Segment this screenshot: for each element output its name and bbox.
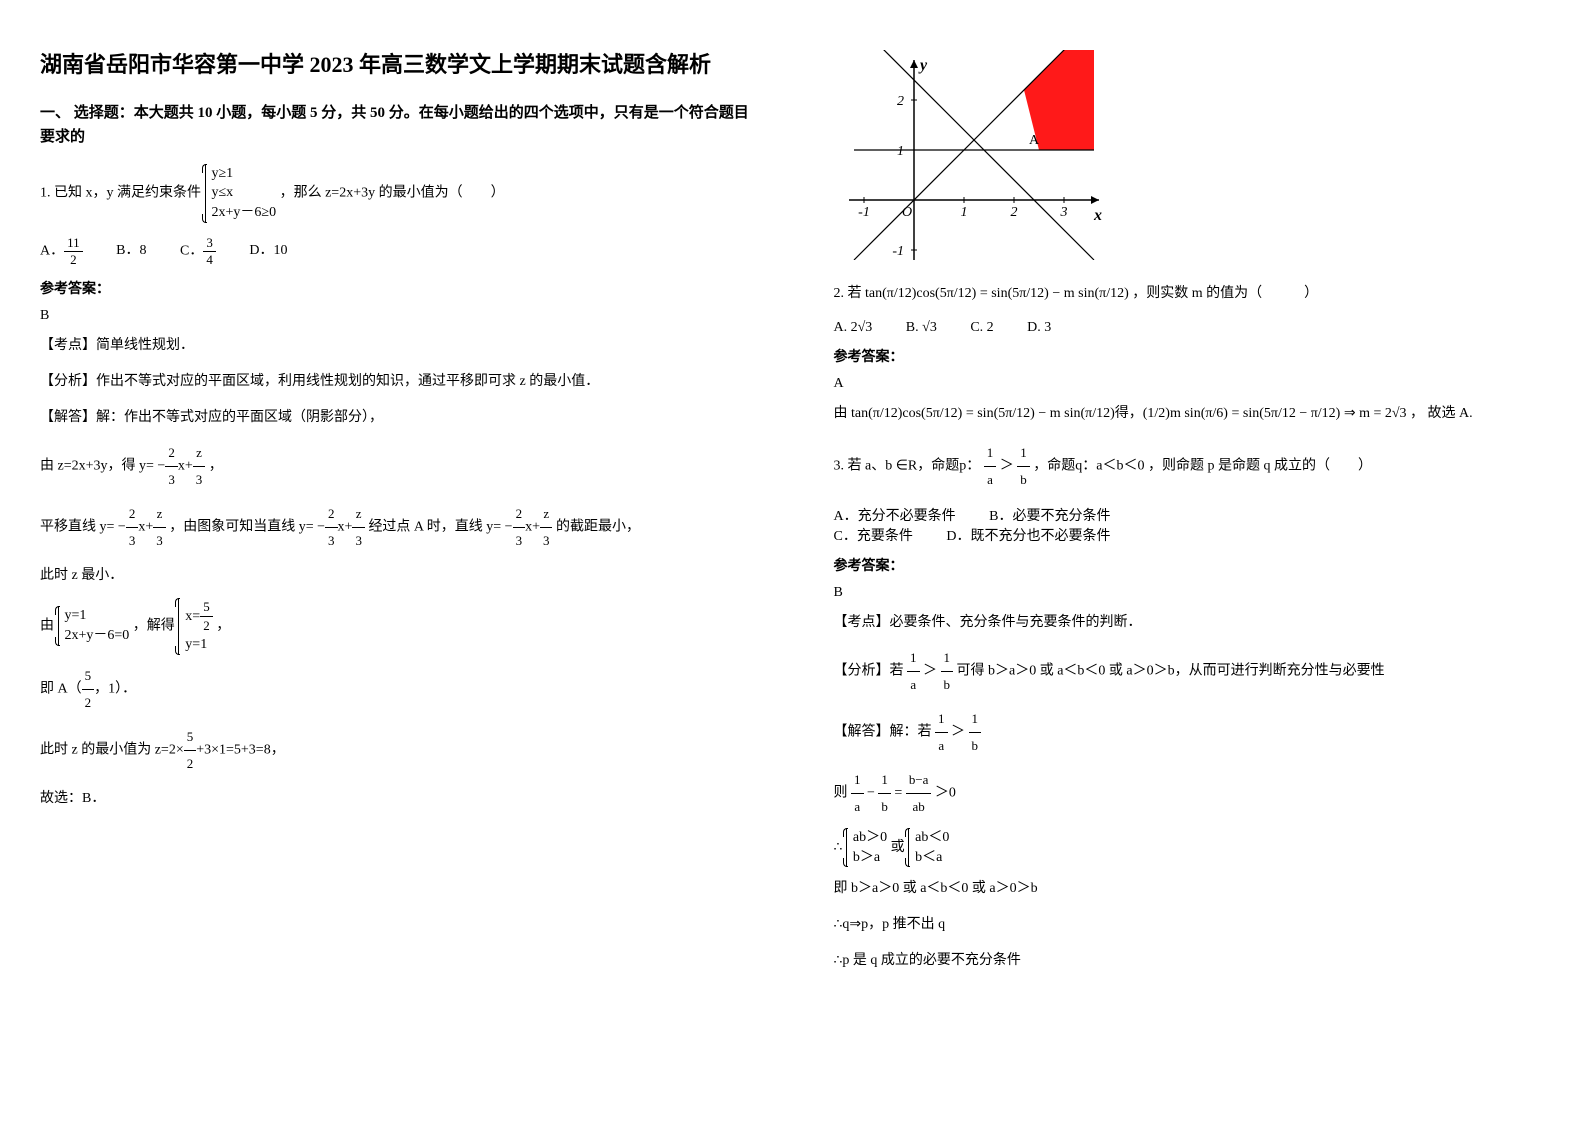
q1-analysis: 【分析】作出不等式对应的平面区域，利用线性规划的知识，通过平移即可求 z 的最小…	[40, 368, 754, 396]
q2-sol: 由 tan(π/12)cos(5π/12) = sin(5π/12) − m s…	[834, 400, 1548, 428]
question-1: 1. 已知 x，y 满足约束条件 y≥1 y≤x 2x+y－6≥0 ，那么 z=…	[40, 164, 754, 223]
q3-sol3: ∴ ab＞0 b＞a 或 ab＜0 b＜a	[834, 828, 1548, 867]
q1-optD: D．10	[249, 239, 287, 259]
q2-optD: D. 3	[1027, 320, 1051, 336]
q3-kp: 【考点】必要条件、充分条件与充要条件的判断．	[834, 609, 1548, 637]
q1-optA: A．112	[40, 235, 83, 268]
svg-text:-1: -1	[858, 205, 870, 220]
q1-sol5-sys2: x=52 y=1	[178, 598, 212, 655]
q3-sol2: 则 1a − 1b = b−aab ＞0	[834, 767, 1548, 820]
q2-options: A. 2√3 B. √3 C. 2 D. 3	[834, 320, 1548, 336]
q1-sol1: 【解答】解：作出不等式对应的平面区域（阴影部分），	[40, 404, 754, 432]
q1-sol7: 此时 z 的最小值为 z=2×52+3×1=5+3=8，	[40, 724, 754, 777]
left-column: 湖南省岳阳市华容第一中学 2023 年高三数学文上学期期末试题含解析 一、 选择…	[0, 0, 794, 1122]
svg-text:1: 1	[897, 144, 904, 159]
q2-optB: B. √3	[906, 320, 937, 336]
q3-answer: B	[834, 585, 1548, 601]
page-title: 湖南省岳阳市华容第一中学 2023 年高三数学文上学期期末试题含解析	[40, 50, 754, 81]
q1-prefix: 1. 已知 x，y 满足约束条件	[40, 185, 201, 200]
question-2: 2. 若 tan(π/12)cos(5π/12) = sin(5π/12) − …	[834, 280, 1548, 308]
q3-prefix: 3. 若 a、b	[834, 459, 893, 474]
chart-svg: -1 1 2 3 -1 1 2 Ox y A	[834, 50, 1114, 260]
q2-optC: C. 2	[970, 320, 993, 336]
q1-sol5: 由 y=1 2x+y－6=0 ，解得 x=52 y=1 ，	[40, 598, 754, 655]
q2-answer-label: 参考答案：	[834, 346, 1548, 366]
q1-sol8: 故选：B．	[40, 785, 754, 813]
q3-optA: A．充分不必要条件	[834, 505, 956, 525]
right-column: -1 1 2 3 -1 1 2 Ox y A 2. 若 tan(π/12)cos(5π/12) =…	[794, 0, 1587, 1122]
q3-sol5: ∴q⇒p，p 推不出 q	[834, 911, 1548, 939]
svg-text:x: x	[1093, 207, 1102, 224]
q3-answer-label: 参考答案：	[834, 555, 1548, 575]
q1-optB: B．8	[116, 239, 146, 259]
q1-sol5-sys1: y=1 2x+y－6=0	[58, 606, 130, 645]
q1-options: A．112 B．8 C．34 D．10	[40, 235, 754, 268]
svg-text:2: 2	[897, 94, 904, 109]
q1-sol3: 平移直线 y= −23x+z3 ，由图象可知当直线 y= −23x+z3 经过点…	[40, 501, 754, 554]
section-header: 一、 选择题：本大题共 10 小题，每小题 5 分，共 50 分。在每小题给出的…	[40, 101, 754, 149]
q1-optC: C．34	[180, 235, 216, 268]
q2-optA: A. 2√3	[834, 320, 873, 336]
q1-suffix: ，那么 z=2x+3y 的最小值为（ ）	[280, 185, 505, 200]
q1-sol4: 此时 z 最小．	[40, 562, 754, 590]
q3-optB: B．必要不充分条件	[989, 505, 1110, 525]
q1-system: y≥1 y≤x 2x+y－6≥0	[205, 164, 277, 223]
q2-prefix: 2. 若	[834, 286, 862, 301]
q2-formula: tan(π/12)cos(5π/12) = sin(5π/12) − m sin…	[865, 286, 1129, 301]
q1-sol2: 由 z=2x+3y，得 y= −23x+z3 ，	[40, 440, 754, 493]
lp-chart: -1 1 2 3 -1 1 2 Ox y A	[834, 50, 1548, 265]
svg-text:1: 1	[960, 205, 967, 220]
svg-text:3: 3	[1059, 205, 1067, 220]
svg-text:-1: -1	[892, 244, 904, 259]
q3-sol4: 即 b＞a＞0 或 a＜b＜0 或 a＞0＞b	[834, 875, 1548, 903]
q3-suffix: ，则命题 p 是命题 q 成立的（ ）	[1148, 459, 1372, 474]
svg-text:A: A	[1029, 133, 1040, 148]
q3-optC: C．充要条件	[834, 525, 913, 545]
question-3: 3. 若 a、b ∈R，命题p： 1a ＞ 1b ，命题q：a＜b＜0 ，则命题…	[834, 440, 1548, 493]
svg-text:2: 2	[1010, 205, 1017, 220]
q3-analysis: 【分析】若 1a ＞ 1b 可得 b＞a＞0 或 a＜b＜0 或 a＞0＞b，从…	[834, 645, 1548, 698]
q3-options: A．充分不必要条件 B．必要不充分条件 C．充要条件 D．既不充分也不必要条件	[834, 505, 1548, 545]
q3-sol6: ∴p 是 q 成立的必要不充分条件	[834, 947, 1548, 975]
q3-sol1: 【解答】解：若 1a ＞ 1b	[834, 706, 1548, 759]
q2-suffix: ，则实数 m 的值为（ ）	[1132, 286, 1318, 301]
q2-answer: A	[834, 376, 1548, 392]
svg-text:O: O	[902, 205, 912, 220]
q3-optD: D．既不充分也不必要条件	[946, 525, 1110, 545]
q1-answer-label: 参考答案：	[40, 278, 754, 298]
svg-text:y: y	[918, 57, 928, 74]
q1-kp: 【考点】简单线性规划．	[40, 332, 754, 360]
q1-sol6: 即 A（52，1）．	[40, 663, 754, 716]
q1-answer: B	[40, 308, 754, 324]
